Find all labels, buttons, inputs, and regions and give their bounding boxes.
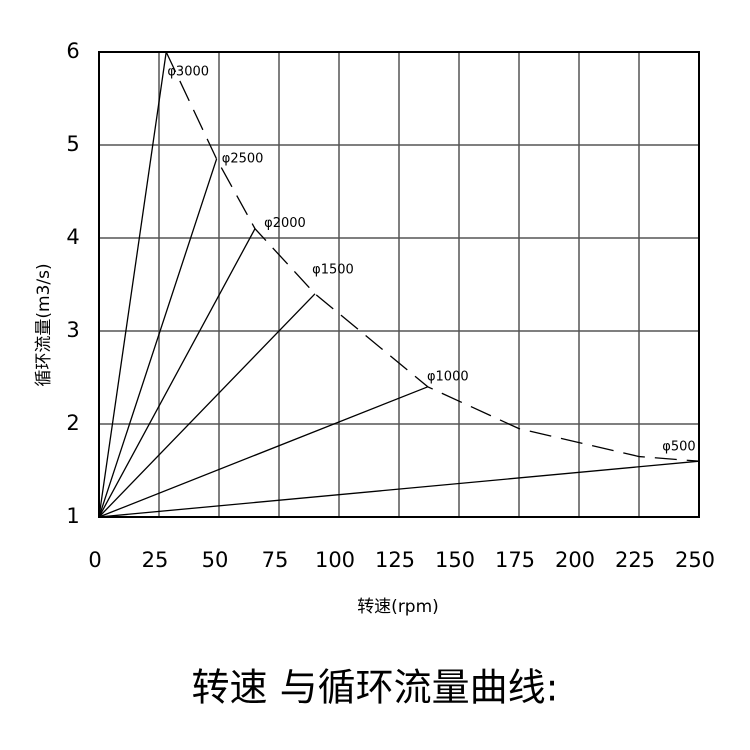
- x-tick-label: 25: [142, 548, 169, 572]
- series-line: [98, 460, 700, 518]
- y-tick-label: 6: [66, 39, 79, 63]
- y-tick-label: 3: [66, 318, 79, 342]
- y-tick-label: 5: [66, 132, 79, 156]
- x-tick-label: 250: [675, 548, 715, 572]
- envelope-line: [165, 51, 700, 462]
- y-tick-label: 4: [66, 225, 79, 249]
- series-label: φ1500: [312, 262, 354, 277]
- x-tick-label: 150: [435, 548, 475, 572]
- series-line: [98, 228, 256, 518]
- x-tick-label: 50: [202, 548, 229, 572]
- series-label: φ2000: [264, 216, 306, 231]
- x-tick-label: 100: [315, 548, 355, 572]
- series-label: φ3000: [167, 65, 209, 80]
- series-line: [98, 51, 167, 518]
- series-line: [98, 293, 316, 518]
- plot-frame: [98, 51, 700, 518]
- series-line: [98, 386, 429, 518]
- x-tick-label: 0: [88, 548, 101, 572]
- y-axis-title: 循环流量(m3/s): [34, 263, 54, 386]
- x-tick-label: 125: [375, 548, 415, 572]
- series-line: [98, 158, 218, 518]
- y-tick-label: 2: [66, 411, 79, 435]
- y-tick-label: 1: [66, 504, 79, 528]
- x-tick-label: 75: [262, 548, 289, 572]
- x-tick-label: 200: [555, 548, 595, 572]
- x-tick-label: 225: [615, 548, 655, 572]
- series-label: φ1000: [427, 369, 469, 384]
- x-axis-title: 转速(rpm): [357, 597, 439, 617]
- series-label: φ500: [662, 440, 695, 455]
- series-label: φ2500: [222, 151, 264, 166]
- chart-title: 转速 与循环流量曲线:: [192, 666, 559, 710]
- x-tick-label: 175: [495, 548, 535, 572]
